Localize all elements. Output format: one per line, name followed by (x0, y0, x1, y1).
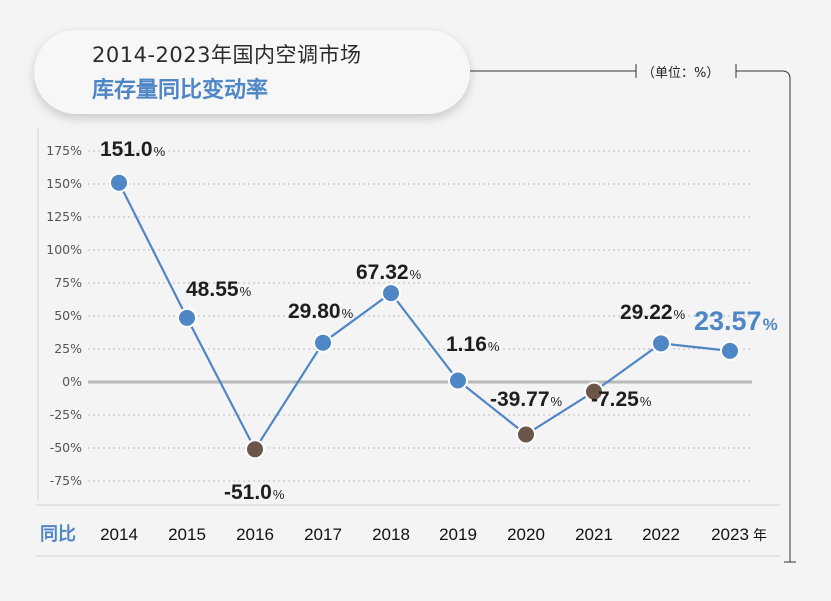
x-tick-label: 2018 (372, 525, 410, 544)
y-axis-ticks: 175% 150% 125% 100% 75% 50% 25% 0% -25% -50% -75% (46, 143, 82, 488)
data-label: 151.0% (100, 138, 166, 161)
data-point (516, 424, 536, 445)
unit-label: （单位：%） (640, 62, 722, 81)
title-panel (34, 30, 470, 114)
data-label: 29.22% (620, 301, 686, 324)
data-label-percent: % (342, 306, 354, 321)
data-label-percent: % (674, 307, 686, 322)
data-label: -7.25% (591, 388, 652, 411)
data-label-percent: % (488, 339, 500, 354)
chart-title: 2014-2023年国内空调市场 (92, 43, 362, 67)
x-axis: 同比 2014 2015 2016 2017 2018 2019 2020 2021 2022 20… (40, 524, 767, 545)
data-label: 48.55% (186, 278, 252, 301)
y-tick-label: 125% (46, 209, 82, 224)
data-point (448, 370, 468, 391)
data-label: -51.0% (224, 481, 285, 504)
y-tick-label: 150% (46, 176, 82, 191)
y-tick-label: -50% (50, 440, 82, 455)
data-label-value: 23.57 (694, 306, 762, 336)
y-tick-label: 50% (54, 308, 82, 323)
data-label-value: -7.25 (591, 388, 639, 411)
data-label-value: 29.80 (288, 300, 341, 323)
y-tick-label: -75% (50, 473, 82, 488)
series-line (118, 182, 731, 451)
y-tick-label: 75% (54, 275, 82, 290)
data-label-value: 67.32 (356, 261, 409, 284)
x-tick-label: 2016 (236, 525, 274, 544)
chart-subtitle: 库存量同比变动率 (92, 78, 269, 103)
x-row-label: 同比 (40, 524, 76, 545)
data-point (245, 439, 265, 460)
data-label: 29.80% (288, 300, 354, 323)
data-label: 23.57% (694, 306, 778, 336)
data-label: 67.32% (356, 261, 422, 284)
data-label-percent: % (273, 487, 285, 502)
data-label-value: 151.0 (100, 138, 153, 161)
x-tick-label: 2020 (507, 525, 545, 544)
x-unit-suffix: 年 (753, 528, 767, 544)
data-point (177, 307, 197, 328)
data-label-value: -39.77 (490, 388, 550, 411)
x-tick-label: 2023 (711, 525, 749, 544)
y-tick-label: 0% (62, 374, 82, 389)
data-label-value: 1.16 (446, 333, 487, 356)
x-tick-label: 2019 (439, 525, 477, 544)
x-tick-label: 2014 (100, 525, 138, 544)
frame-lines (36, 64, 796, 563)
data-label-value: 29.22 (620, 301, 673, 324)
data-label: -39.77% (490, 388, 563, 411)
frame-line-right (736, 70, 791, 562)
data-point (720, 340, 740, 361)
data-label-percent: % (551, 394, 563, 409)
data-label-value: 48.55 (186, 278, 239, 301)
data-label-percent: % (240, 284, 252, 299)
x-tick-label: 2017 (304, 525, 342, 544)
data-point (313, 332, 333, 353)
data-label-percent: % (763, 315, 778, 334)
data-label-value: -51.0 (224, 481, 272, 504)
data-points (109, 172, 740, 460)
y-tick-label: 25% (54, 341, 82, 356)
data-point (381, 283, 401, 304)
grid-lines (88, 150, 752, 482)
data-label-percent: % (410, 267, 422, 282)
series-path (118, 182, 731, 451)
y-tick-label: -25% (50, 407, 82, 422)
data-point (109, 172, 129, 193)
data-labels: 151.0%48.55%-51.0%29.80%67.32%1.16%-39.7… (100, 138, 778, 504)
data-point (651, 333, 671, 354)
y-tick-label: 100% (46, 242, 82, 257)
x-tick-label: 2015 (168, 525, 206, 544)
x-tick-label: 2022 (642, 525, 680, 544)
data-label-percent: % (154, 144, 166, 159)
y-tick-label: 175% (46, 143, 82, 158)
data-label-percent: % (640, 394, 652, 409)
data-label: 1.16% (446, 333, 500, 356)
data-point (584, 381, 604, 402)
x-tick-label: 2021 (575, 525, 613, 544)
